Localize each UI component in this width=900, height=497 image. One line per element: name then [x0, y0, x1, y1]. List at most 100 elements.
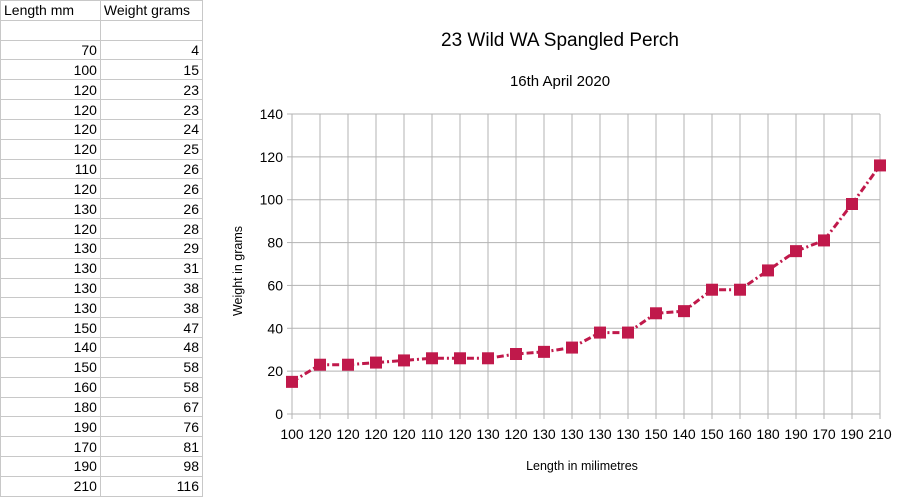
x-tick-label: 120 [364, 426, 388, 442]
table-row: 130 26 [0, 198, 204, 220]
x-tick-label: 110 [421, 426, 444, 442]
cell-weight[interactable]: 116 [99, 475, 204, 497]
cell-weight[interactable]: 24 [99, 118, 204, 140]
cell-length[interactable]: 110 [0, 158, 101, 180]
x-axis-label: Length in milimetres [526, 459, 638, 473]
table-row: 210 116 [0, 475, 204, 497]
cell-length[interactable]: 130 [0, 237, 101, 259]
data-point[interactable] [734, 283, 746, 296]
cell-weight[interactable]: 15 [99, 59, 204, 81]
cell-length[interactable]: 130 [0, 297, 101, 319]
cell-weight[interactable]: 26 [99, 178, 204, 200]
cell-length[interactable]: 170 [0, 436, 101, 458]
cell-weight[interactable] [99, 19, 204, 41]
cell-length[interactable]: 140 [0, 337, 101, 358]
data-point[interactable] [286, 375, 298, 388]
header-weight[interactable]: Weight grams [99, 0, 204, 21]
cell-length[interactable]: 100 [0, 59, 101, 81]
table-row: 100 15 [0, 59, 204, 81]
cell-weight[interactable]: 81 [99, 436, 204, 458]
y-tick-label: 60 [267, 277, 283, 293]
cell-weight[interactable]: 23 [99, 99, 204, 120]
data-point[interactable] [762, 264, 774, 277]
cell-length[interactable]: 120 [0, 138, 101, 160]
data-point[interactable] [594, 326, 606, 339]
cell-weight[interactable]: 31 [99, 257, 204, 279]
cell-length[interactable]: 120 [0, 218, 101, 239]
data-point[interactable] [818, 234, 830, 247]
cell-weight[interactable]: 26 [99, 198, 204, 220]
data-point[interactable] [650, 307, 662, 320]
data-point[interactable] [846, 198, 858, 210]
data-point[interactable] [454, 352, 466, 365]
data-point[interactable] [790, 245, 802, 258]
data-point[interactable] [314, 358, 326, 371]
table-row: 70 4 [0, 39, 204, 61]
y-tick-label: 120 [260, 149, 284, 165]
cell-weight[interactable]: 25 [99, 138, 204, 160]
table-row [0, 19, 204, 41]
x-tick-label: 120 [392, 426, 416, 442]
cell-length[interactable]: 150 [0, 317, 101, 339]
table-row: 130 38 [0, 297, 204, 319]
cell-length[interactable]: 190 [0, 416, 101, 438]
cell-weight[interactable]: 38 [99, 277, 204, 299]
table-row: 120 24 [0, 118, 204, 140]
table-row: 190 76 [0, 416, 204, 438]
cell-length[interactable]: 70 [0, 39, 101, 61]
table-row: 180 67 [0, 396, 204, 418]
data-point[interactable] [538, 345, 550, 358]
cell-length[interactable]: 120 [0, 79, 101, 101]
cell-weight[interactable]: 26 [99, 158, 204, 180]
cell-weight[interactable]: 58 [99, 376, 204, 398]
header-row: Length mm Weight grams [0, 0, 204, 21]
data-point[interactable] [342, 358, 354, 371]
data-point[interactable] [370, 356, 382, 369]
cell-length[interactable]: 160 [0, 376, 101, 398]
data-point[interactable] [678, 305, 690, 318]
table-row: 170 81 [0, 436, 204, 458]
cell-weight[interactable]: 48 [99, 337, 204, 358]
cell-length[interactable]: 150 [0, 356, 101, 378]
x-tick-label: 170 [812, 426, 836, 442]
data-point[interactable] [426, 352, 438, 365]
cell-weight[interactable]: 58 [99, 356, 204, 378]
x-tick-label: 120 [336, 426, 360, 442]
data-point[interactable] [622, 326, 634, 339]
cell-weight[interactable]: 38 [99, 297, 204, 319]
table-row: 110 26 [0, 158, 204, 180]
cell-weight[interactable]: 4 [99, 39, 204, 61]
data-point[interactable] [398, 354, 410, 367]
cell-weight[interactable]: 23 [99, 79, 204, 101]
cell-weight[interactable]: 29 [99, 237, 204, 259]
data-point[interactable] [874, 159, 886, 172]
x-tick-label: 160 [728, 426, 752, 442]
cell-weight[interactable]: 76 [99, 416, 204, 438]
cell-weight[interactable]: 47 [99, 317, 204, 339]
cell-weight[interactable]: 98 [99, 456, 204, 477]
cell-length[interactable]: 120 [0, 118, 101, 140]
data-point[interactable] [566, 341, 578, 354]
cell-length[interactable]: 190 [0, 456, 101, 477]
cell-length[interactable]: 130 [0, 277, 101, 299]
gridlines [287, 113, 881, 419]
cell-length[interactable]: 120 [0, 99, 101, 120]
line-chart: 23 Wild WA Spangled Perch 16th April 202… [231, 30, 892, 473]
cell-length[interactable]: 210 [0, 475, 101, 497]
x-tick-label: 190 [784, 426, 808, 442]
cell-length[interactable]: 130 [0, 198, 101, 220]
header-length[interactable]: Length mm [0, 0, 101, 21]
table-row: 150 47 [0, 317, 204, 339]
x-tick-label: 210 [868, 426, 892, 442]
data-point[interactable] [510, 348, 522, 360]
cell-length[interactable]: 120 [0, 178, 101, 200]
data-point[interactable] [706, 283, 718, 296]
cell-weight[interactable]: 28 [99, 218, 204, 239]
cell-length[interactable] [0, 19, 101, 41]
data-point[interactable] [482, 352, 494, 365]
cell-weight[interactable]: 67 [99, 396, 204, 418]
cell-length[interactable]: 180 [0, 396, 101, 418]
x-tick-label: 140 [672, 426, 696, 442]
x-tick-label: 130 [532, 426, 556, 442]
cell-length[interactable]: 130 [0, 257, 101, 279]
